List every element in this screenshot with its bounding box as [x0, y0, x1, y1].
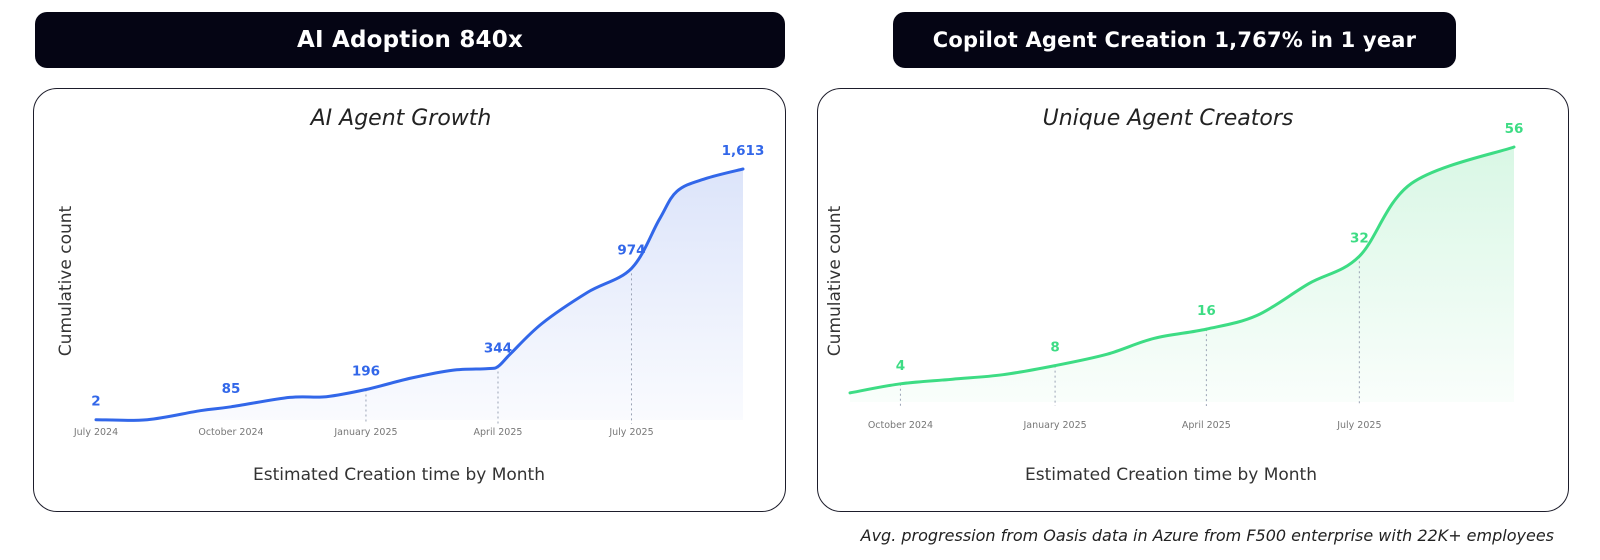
x-tick-label: January 2025: [333, 427, 397, 438]
data-label: 16: [1197, 303, 1216, 319]
area-fill: [850, 147, 1514, 402]
data-label: 974: [617, 242, 645, 258]
data-label: 4: [896, 358, 905, 374]
data-label: 344: [484, 340, 512, 356]
footnote: Avg. progression from Oasis data in Azur…: [860, 526, 1554, 545]
x-tick-label: July 2025: [1336, 420, 1381, 431]
chart-unique-agent-creators: 4 8 16 32 56 October 2024 January 2025 April 20…: [825, 106, 1524, 485]
chart-title: Unique Agent Creators: [1043, 106, 1294, 131]
data-label: 32: [1350, 230, 1369, 246]
banner-copilot-agent-creation-text: Copilot Agent Creation 1,767% in 1 year: [932, 28, 1417, 52]
series-line: [94, 167, 745, 422]
x-tick-label: July 2025: [608, 427, 653, 438]
y-axis-label: Cumulative count: [56, 205, 76, 356]
x-axis-label: Estimated Creation time by Month: [253, 465, 545, 485]
banner-ai-adoption: AI Adoption 840x: [35, 12, 785, 68]
x-tick-label: April 2025: [474, 427, 523, 438]
x-tick-label: October 2024: [868, 420, 933, 431]
x-tick-label: October 2024: [198, 427, 263, 438]
chart-panel-ai-agent-growth: 2 85 196 344 974 1,613 July 2024 October 2024 Ja…: [33, 88, 786, 512]
data-label: 196: [352, 364, 380, 380]
banner-copilot-agent-creation: Copilot Agent Creation 1,767% in 1 year: [893, 12, 1456, 68]
data-label: 85: [222, 381, 241, 397]
chart-ai-agent-growth: 2 85 196 344 974 1,613 July 2024 October 2024 Ja…: [56, 106, 765, 485]
data-label: 1,613: [722, 143, 765, 159]
banner-ai-adoption-text: AI Adoption 840x: [296, 27, 523, 53]
x-tick-label: April 2025: [1182, 420, 1231, 431]
data-label: 2: [91, 394, 100, 410]
y-axis-label: Cumulative count: [825, 205, 845, 356]
series-line: [848, 145, 1516, 395]
chart-panel-unique-agent-creators: 4 8 16 32 56 October 2024 January 2025 April 20…: [817, 88, 1569, 512]
data-label: 56: [1505, 121, 1524, 137]
area-fill: [96, 169, 743, 421]
x-tick-label: July 2024: [73, 427, 118, 438]
chart-title: AI Agent Growth: [309, 106, 492, 131]
data-label: 8: [1050, 340, 1059, 356]
x-axis-label: Estimated Creation time by Month: [1025, 465, 1317, 485]
x-tick-label: January 2025: [1022, 420, 1086, 431]
